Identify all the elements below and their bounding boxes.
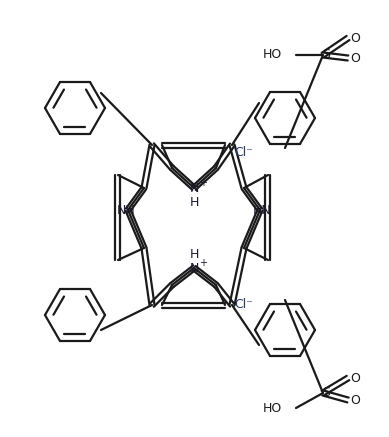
Text: S: S [322,386,330,399]
Text: Cl⁻: Cl⁻ [235,298,254,312]
Text: O: O [350,31,360,45]
Text: HO: HO [263,402,282,415]
Text: Cl⁻: Cl⁻ [235,146,254,159]
Text: N: N [189,261,199,274]
Text: NH: NH [117,204,135,216]
Text: O: O [350,52,360,65]
Text: H: H [189,247,199,260]
Text: S: S [322,49,330,62]
Text: +: + [199,178,207,188]
Text: +: + [199,258,207,268]
Text: HN: HN [252,204,272,216]
Text: HO: HO [263,49,282,62]
Text: O: O [350,393,360,406]
Text: H: H [189,195,199,208]
Text: O: O [350,371,360,385]
Text: N: N [189,181,199,194]
